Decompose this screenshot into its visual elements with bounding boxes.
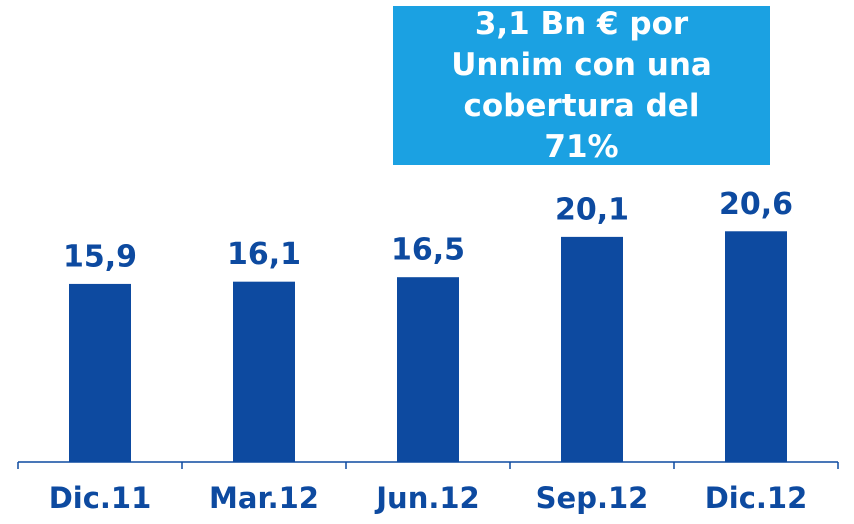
bar	[561, 236, 623, 462]
bar	[397, 277, 459, 462]
annotation-box: 3,1 Bn € por Unnim con una cobertura del…	[393, 6, 770, 165]
value-label: 16,1	[227, 237, 301, 272]
x-tick-label: Mar.12	[209, 481, 319, 515]
value-label: 20,6	[719, 187, 793, 222]
x-tick-label: Dic.11	[49, 481, 152, 515]
value-label: 20,1	[555, 192, 629, 227]
bar	[69, 283, 131, 462]
x-tick-label: Jun.12	[374, 481, 479, 515]
value-label: 16,5	[391, 233, 465, 268]
x-tick-label: Sep.12	[536, 481, 649, 515]
bar	[725, 231, 787, 462]
value-label: 15,9	[63, 239, 137, 274]
x-tick-label: Dic.12	[705, 481, 808, 515]
bar	[233, 281, 295, 462]
